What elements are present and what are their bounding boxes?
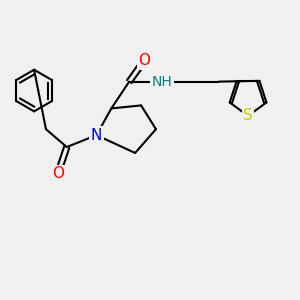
Text: NH: NH <box>152 75 172 88</box>
Text: O: O <box>52 166 64 181</box>
Text: S: S <box>243 108 253 123</box>
Text: N: N <box>91 128 102 142</box>
Text: O: O <box>138 53 150 68</box>
